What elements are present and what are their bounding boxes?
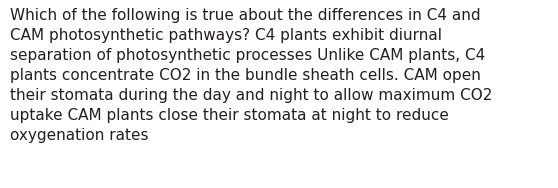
- Text: Which of the following is true about the differences in C4 and
CAM photosyntheti: Which of the following is true about the…: [10, 8, 492, 143]
